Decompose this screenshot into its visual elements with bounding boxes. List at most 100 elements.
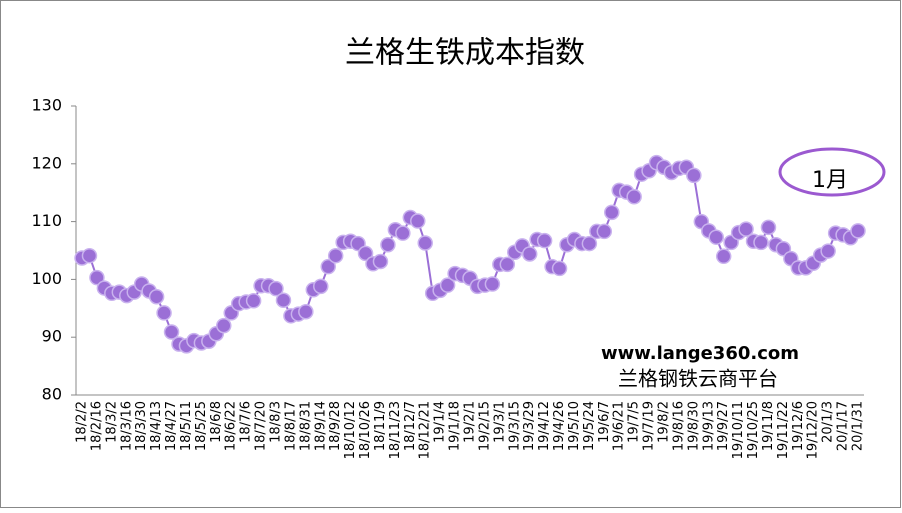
data-point bbox=[410, 213, 426, 229]
data-point bbox=[850, 223, 866, 239]
x-tick-label: 18/11/9 bbox=[373, 401, 388, 451]
x-tick-label: 19/6/21 bbox=[612, 401, 627, 451]
annotation: 兰格钢铁云商平台 bbox=[618, 367, 778, 391]
x-tick-label: 19/1/18 bbox=[448, 401, 463, 451]
data-point bbox=[156, 305, 172, 321]
x-tick-label: 18/4/27 bbox=[164, 401, 179, 451]
x-tick-label: 18/6/22 bbox=[224, 401, 239, 451]
data-point bbox=[626, 188, 642, 205]
x-tick-label: 19/3/29 bbox=[522, 401, 537, 451]
data-point bbox=[484, 276, 501, 292]
x-tick-label: 19/7/5 bbox=[627, 401, 642, 443]
x-tick-label: 19/8/30 bbox=[686, 401, 701, 451]
x-tick-label: 19/8/16 bbox=[671, 401, 686, 451]
data-point bbox=[245, 293, 262, 309]
x-tick-label: 18/6/8 bbox=[209, 401, 224, 443]
data-point bbox=[163, 324, 180, 340]
x-tick-label: 19/10/25 bbox=[746, 401, 761, 459]
data-point bbox=[604, 204, 620, 221]
data-point bbox=[372, 253, 389, 270]
y-tick-label: 120 bbox=[31, 153, 62, 172]
data-point bbox=[380, 236, 396, 253]
data-point bbox=[536, 232, 553, 249]
data-point bbox=[753, 234, 769, 251]
data-point bbox=[313, 278, 329, 295]
annotation: www.lange360.com bbox=[601, 343, 799, 364]
x-tick-label: 19/2/15 bbox=[477, 401, 492, 451]
y-tick-label: 130 bbox=[31, 96, 62, 115]
x-tick-label: 18/9/14 bbox=[313, 401, 328, 451]
x-tick-label: 19/5/24 bbox=[582, 401, 597, 451]
x-tick-label: 19/11/8 bbox=[761, 401, 776, 451]
x-tick-label: 18/5/25 bbox=[194, 401, 209, 451]
x-tick-label: 19/1/4 bbox=[433, 401, 448, 443]
x-tick-label: 19/6/7 bbox=[597, 401, 612, 443]
x-tick-label: 18/8/31 bbox=[298, 401, 313, 451]
x-tick-label: 18/8/17 bbox=[283, 401, 298, 451]
data-point bbox=[148, 288, 165, 305]
data-point bbox=[738, 221, 754, 237]
data-point bbox=[216, 317, 232, 334]
x-tick-label: 18/8/3 bbox=[269, 401, 284, 443]
y-tick-label: 100 bbox=[31, 269, 62, 288]
x-tick-label: 18/4/13 bbox=[149, 401, 164, 451]
data-point bbox=[268, 280, 284, 297]
x-tick-label: 19/9/27 bbox=[716, 401, 731, 451]
data-point bbox=[708, 229, 724, 245]
y-tick-label: 90 bbox=[42, 327, 62, 346]
x-tick-label: 19/3/15 bbox=[507, 401, 522, 451]
x-tick-label: 20/1/17 bbox=[836, 401, 851, 451]
data-point bbox=[275, 292, 292, 308]
x-tick-label: 19/12/20 bbox=[806, 401, 821, 459]
data-point bbox=[439, 277, 456, 293]
x-tick-label: 18/3/16 bbox=[119, 401, 134, 451]
data-point bbox=[89, 269, 105, 286]
x-tick-label: 18/5/11 bbox=[179, 401, 194, 451]
data-point bbox=[357, 245, 374, 262]
x-tick-label: 18/9/28 bbox=[328, 401, 343, 451]
annotation-ellipse bbox=[778, 147, 886, 197]
x-tick-label: 19/12/6 bbox=[791, 401, 806, 451]
x-tick-label: 18/12/21 bbox=[418, 401, 433, 459]
data-point bbox=[581, 235, 598, 252]
y-tick-label: 80 bbox=[42, 385, 62, 404]
y-tick-label: 110 bbox=[31, 211, 62, 230]
data-point bbox=[298, 304, 314, 320]
x-tick-label: 18/2/2 bbox=[75, 401, 90, 443]
data-point bbox=[320, 258, 336, 275]
x-tick-label: 19/7/19 bbox=[642, 401, 657, 451]
x-tick-label: 18/7/20 bbox=[254, 401, 269, 451]
data-point bbox=[417, 235, 433, 251]
x-tick-label: 19/8/2 bbox=[657, 401, 672, 443]
data-point bbox=[81, 247, 98, 264]
x-tick-label: 19/10/11 bbox=[731, 401, 746, 459]
x-tick-label: 19/3/1 bbox=[492, 401, 507, 443]
x-tick-label: 18/12/7 bbox=[403, 401, 418, 451]
x-tick-label: 19/4/26 bbox=[552, 401, 567, 451]
annotation: 1月 bbox=[812, 168, 848, 193]
data-point bbox=[327, 247, 344, 264]
x-tick-label: 19/11/22 bbox=[776, 401, 791, 459]
x-tick-label: 18/10/12 bbox=[343, 401, 358, 459]
x-tick-label: 19/2/1 bbox=[463, 401, 478, 443]
data-point bbox=[715, 248, 732, 265]
data-point bbox=[551, 260, 568, 277]
data-point bbox=[596, 223, 613, 240]
data-point bbox=[686, 167, 702, 184]
x-tick-label: 18/2/16 bbox=[89, 401, 104, 451]
x-tick-label: 20/1/3 bbox=[821, 401, 836, 443]
data-point bbox=[499, 256, 516, 273]
x-tick-label: 19/9/13 bbox=[701, 401, 716, 451]
x-tick-label: 18/7/6 bbox=[239, 401, 254, 443]
chart-title: 兰格生铁成本指数 bbox=[345, 36, 585, 71]
data-point bbox=[820, 243, 836, 259]
data-point bbox=[395, 225, 411, 241]
x-tick-label: 18/10/26 bbox=[358, 401, 373, 459]
data-point bbox=[760, 219, 777, 236]
x-tick-label: 20/1/31 bbox=[851, 401, 866, 451]
data-point bbox=[521, 246, 538, 262]
x-tick-label: 18/3/2 bbox=[104, 401, 119, 443]
x-tick-label: 18/11/23 bbox=[388, 401, 403, 459]
